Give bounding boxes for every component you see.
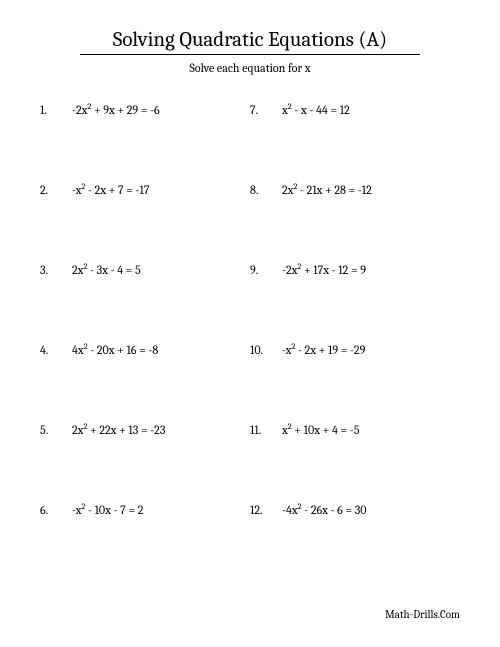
problem-equation: -4x2 - 26x - 6 = 30 bbox=[282, 503, 366, 517]
page-subtitle: Solve each equation for x bbox=[40, 61, 460, 75]
problem-equation: -2x2 + 9x + 29 = -6 bbox=[72, 103, 160, 117]
problem-equation: x2 - x - 44 = 12 bbox=[282, 103, 350, 117]
problem-row: 3. 2x2 - 3x - 4 = 5 bbox=[40, 263, 250, 343]
problem-equation: 2x2 - 21x + 28 = -12 bbox=[282, 183, 372, 197]
problem-equation: -x2 - 10x - 7 = 2 bbox=[72, 503, 143, 517]
problem-number: 2. bbox=[40, 183, 72, 197]
problem-row: 9. -2x2 + 17x - 12 = 9 bbox=[250, 263, 460, 343]
problem-number: 7. bbox=[250, 103, 282, 117]
problem-row: 10. -x2 - 2x + 19 = -29 bbox=[250, 343, 460, 423]
problem-row: 6. -x2 - 10x - 7 = 2 bbox=[40, 503, 250, 583]
right-column: 7. x2 - x - 44 = 12 8. 2x2 - 21x + 28 = … bbox=[250, 103, 460, 583]
problem-equation: x2 + 10x + 4 = -5 bbox=[282, 423, 359, 437]
footer-attribution: Math-Drills.Com bbox=[385, 608, 460, 621]
problem-number: 12. bbox=[250, 503, 282, 517]
problem-row: 4. 4x2 - 20x + 16 = -8 bbox=[40, 343, 250, 423]
problem-equation: -x2 - 2x + 19 = -29 bbox=[282, 343, 365, 357]
problem-row: 12. -4x2 - 26x - 6 = 30 bbox=[250, 503, 460, 583]
problem-number: 1. bbox=[40, 103, 72, 117]
problem-row: 2. -x2 - 2x + 7 = -17 bbox=[40, 183, 250, 263]
problem-number: 10. bbox=[250, 343, 282, 357]
problem-equation: 2x2 + 22x + 13 = -23 bbox=[72, 423, 165, 437]
problems-container: 1. -2x2 + 9x + 29 = -6 2. -x2 - 2x + 7 =… bbox=[40, 103, 460, 583]
problem-row: 7. x2 - x - 44 = 12 bbox=[250, 103, 460, 183]
problem-equation: 2x2 - 3x - 4 = 5 bbox=[72, 263, 141, 277]
problem-number: 8. bbox=[250, 183, 282, 197]
problem-row: 8. 2x2 - 21x + 28 = -12 bbox=[250, 183, 460, 263]
problem-equation: 4x2 - 20x + 16 = -8 bbox=[72, 343, 158, 357]
problem-row: 1. -2x2 + 9x + 29 = -6 bbox=[40, 103, 250, 183]
problem-row: 11. x2 + 10x + 4 = -5 bbox=[250, 423, 460, 503]
problem-number: 11. bbox=[250, 423, 282, 437]
left-column: 1. -2x2 + 9x + 29 = -6 2. -x2 - 2x + 7 =… bbox=[40, 103, 250, 583]
problem-equation: -2x2 + 17x - 12 = 9 bbox=[282, 263, 366, 277]
page-title: Solving Quadratic Equations (A) bbox=[40, 28, 460, 52]
problem-equation: -x2 - 2x + 7 = -17 bbox=[72, 183, 149, 197]
problem-row: 5. 2x2 + 22x + 13 = -23 bbox=[40, 423, 250, 503]
problem-number: 9. bbox=[250, 263, 282, 277]
problem-number: 4. bbox=[40, 343, 72, 357]
problem-number: 5. bbox=[40, 423, 72, 437]
title-underline bbox=[80, 54, 420, 55]
problem-number: 3. bbox=[40, 263, 72, 277]
problem-number: 6. bbox=[40, 503, 72, 517]
